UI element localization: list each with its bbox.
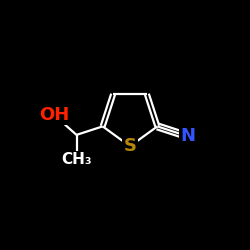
Text: OH: OH bbox=[39, 106, 69, 124]
Text: N: N bbox=[181, 128, 196, 146]
Text: CH₃: CH₃ bbox=[61, 152, 92, 168]
Text: S: S bbox=[124, 137, 136, 155]
